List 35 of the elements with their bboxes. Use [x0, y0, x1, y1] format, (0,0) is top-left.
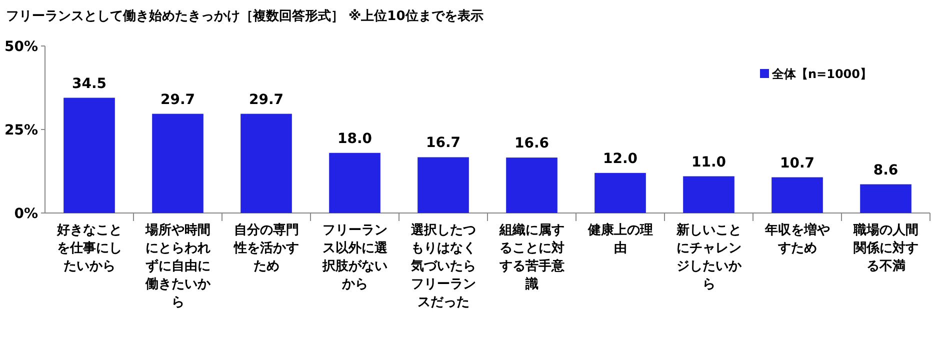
bar — [152, 114, 204, 213]
bar — [329, 152, 380, 213]
y-tick-label: 25% — [4, 122, 38, 138]
data-label: 16.6 — [514, 136, 550, 152]
data-label: 34.5 — [72, 76, 107, 92]
bar — [418, 157, 469, 213]
data-label: 29.7 — [248, 92, 284, 108]
x-tick-label: 自分の専門性を活かすため — [232, 222, 300, 276]
chart-title: フリーランスとして働き始めたきっかけ［複数回答形式］ ※上位10位までを表示 — [6, 8, 484, 24]
bar — [772, 177, 823, 213]
x-tick-label: 年収を増やすため — [764, 222, 831, 258]
x-tick-label: 場所や時間にとらわれずに自由に働きたいから — [144, 222, 212, 312]
data-label: 18.0 — [337, 130, 372, 147]
x-tick-label: 健康上の理由 — [586, 222, 654, 258]
y-tick-label: 50% — [4, 39, 38, 55]
bar — [240, 114, 292, 213]
data-label: 29.7 — [160, 92, 196, 108]
x-tick-label: フリーランス以外に選択肢がないから — [321, 222, 388, 294]
bar — [594, 172, 646, 213]
data-label: 10.7 — [780, 155, 815, 172]
data-label: 12.0 — [602, 150, 638, 167]
x-tick-label: 組織に属することに対する苦手意識 — [498, 222, 566, 294]
legend-label: 全体【n=1000】 — [771, 67, 872, 81]
data-label: 16.7 — [426, 135, 461, 152]
x-tick-label: 職場の人間関係に対する不満 — [852, 222, 920, 276]
x-tick-label: 選択したつもりはなく気づいたらフリーランスだった — [410, 222, 477, 312]
x-tick-label: 新しいことにチャレンジしたいから — [675, 222, 742, 294]
bar — [683, 176, 734, 213]
bar — [64, 98, 115, 213]
x-tick-label: 好きなことを仕事にしたいから — [56, 222, 123, 276]
y-tick-label: 0% — [14, 206, 38, 222]
bar — [860, 184, 912, 213]
data-label: 11.0 — [691, 154, 726, 170]
bar — [506, 158, 558, 213]
data-label: 8.6 — [873, 162, 898, 178]
